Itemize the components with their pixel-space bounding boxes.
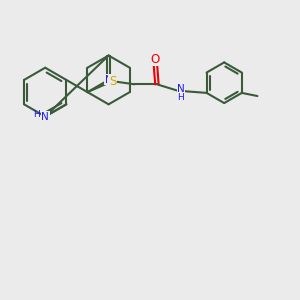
Text: N: N — [41, 112, 49, 122]
Text: N: N — [105, 75, 112, 85]
Text: H: H — [177, 93, 184, 102]
Text: S: S — [109, 75, 116, 88]
Text: N: N — [177, 84, 185, 94]
Text: H: H — [33, 110, 40, 119]
Text: O: O — [151, 53, 160, 66]
